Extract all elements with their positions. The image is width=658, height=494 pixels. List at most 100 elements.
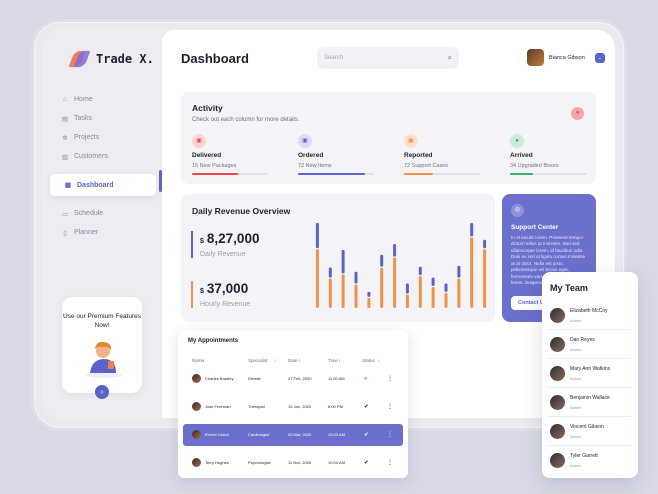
avatar [192, 430, 201, 439]
member-role: Admin [570, 318, 582, 323]
search-icon[interactable]: ⌕ [447, 53, 452, 62]
bar-hourly-3 [354, 284, 358, 308]
bar-hourly-0 [315, 249, 319, 308]
team-member[interactable]: Benjamin Wallace Admin [548, 389, 632, 417]
sidebar-nav: ⌂ Home ▤ Tasks ✲ Projects ▥ Customers ▦ Dashboard… [42, 90, 162, 242]
stat-progress-track [298, 173, 374, 175]
table-row[interactable]: Charles Bradley Dentist 27 Feb, 2020 11:00 … [183, 368, 403, 390]
avatar [550, 337, 565, 352]
brand-name: Trade X. [96, 52, 154, 66]
sidebar-item-label: Dashboard [77, 181, 114, 189]
more-options-icon[interactable]: ⋮ [387, 432, 393, 438]
member-name: Mary Ann Watkins [570, 366, 611, 372]
cell-date: 27 Feb, 2020 [288, 376, 312, 381]
team-member[interactable]: Tyler Garrett Admin [548, 447, 632, 475]
chevron-down-icon[interactable]: ⌄ [594, 52, 605, 63]
team-member[interactable]: Elizabeth McCoy Admin [548, 302, 632, 330]
promo-text: Use our Premium Features Now! [62, 313, 142, 329]
stat-value: 34 Upgraded Boxes [510, 163, 559, 169]
sidebar-item-label: Tasks [74, 115, 92, 122]
avatar [550, 453, 565, 468]
cell-time: 8:00 PM [328, 404, 343, 409]
activity-card: Activity Check out each column for more … [181, 92, 596, 184]
more-options-icon[interactable]: ⋮ [387, 404, 393, 410]
revenue-bar-chart [315, 223, 487, 308]
sidebar: Trade X. ⌂ Home ▤ Tasks ✲ Projects ▥ Customers ▦… [42, 30, 162, 418]
sidebar-item-customers[interactable]: ▥ Customers [42, 147, 162, 166]
stat-progress-fill [298, 173, 365, 175]
member-role: Admin [570, 463, 582, 468]
bar-daily-6 [393, 244, 397, 257]
cell-time: 10:00 AM [328, 460, 345, 465]
cell-date: 15 Jan, 2020 [288, 404, 312, 409]
stat-value: 15 New Packages [192, 163, 237, 169]
bar-daily-12 [470, 223, 474, 237]
activity-subtitle: Check out each column for more details. [192, 117, 300, 123]
table-row[interactable]: Emma Carrol Cardiologist 20 Mar, 2020 12:00… [183, 424, 403, 446]
sort-icon[interactable]: ↕ [274, 358, 277, 363]
sort-icon[interactable]: ↕ [338, 358, 341, 363]
leaf-logo-icon [68, 47, 91, 71]
sidebar-item-label: Schedule [74, 210, 104, 217]
sidebar-item-planner[interactable]: ▯ Planner [42, 223, 162, 242]
brand-logo[interactable]: Trade X. [68, 47, 154, 71]
column-header-name[interactable]: Name [192, 358, 205, 363]
team-member[interactable]: Mary Ann Watkins Admin [548, 360, 632, 388]
stat-delivered[interactable]: ▣ Delivered 15 New Packages [192, 134, 272, 175]
check-icon: ✔ [364, 432, 369, 438]
column-header-status[interactable]: Status [362, 358, 375, 363]
planner-icon: ▯ [63, 229, 67, 237]
pending-status-icon: ● [364, 376, 368, 382]
search-input[interactable]: Search ⌕ [317, 47, 459, 69]
sort-icon[interactable]: ↕ [377, 358, 380, 363]
column-header-specialist[interactable]: Specialist [248, 358, 268, 363]
avatar [192, 402, 201, 411]
bar-hourly-8 [418, 276, 422, 308]
sidebar-item-schedule[interactable]: ▭ Schedule [42, 204, 162, 223]
sort-icon[interactable]: ↕ [298, 358, 301, 363]
stat-ordered[interactable]: ▣ Ordered 72 New Items [298, 134, 378, 175]
stat-label: Ordered [298, 152, 324, 159]
stat-reported[interactable]: ▣ Reported 72 Support Cases [404, 134, 484, 175]
cell-name: Jose Freeman [205, 404, 231, 409]
currency-symbol: $ [200, 238, 204, 245]
column-header-time[interactable]: Time [328, 358, 338, 363]
table-row[interactable]: Jose Freeman Therapist 15 Jan, 2020 8:00 PM… [183, 396, 403, 418]
cell-specialist: Dentist [248, 376, 261, 381]
appointments-title: My Appointments [188, 338, 239, 344]
more-options-icon[interactable]: ⋮ [387, 376, 393, 382]
bar-daily-3 [354, 271, 358, 284]
bar-hourly-11 [457, 278, 461, 308]
stat-arrived[interactable]: ● Arrived 34 Upgraded Boxes [510, 134, 590, 175]
sidebar-item-projects[interactable]: ✲ Projects [42, 128, 162, 147]
sort-icon[interactable]: ↕ [202, 358, 205, 363]
member-role: Admin [570, 434, 582, 439]
bar-daily-1 [328, 267, 332, 278]
location-pin-icon[interactable]: ● [571, 107, 584, 120]
user-menu[interactable]: Bianca Gibson ⌄ [527, 49, 605, 66]
promo-arrow-button[interactable]: › [95, 385, 109, 399]
stat-icon: ▣ [404, 134, 418, 148]
sidebar-item-home[interactable]: ⌂ Home [42, 90, 162, 109]
table-row[interactable]: Terry Hughes Psychologist 11 Nov, 2020 10:0… [183, 452, 403, 474]
stat-progress-track [192, 173, 268, 175]
column-header-date[interactable]: Date [288, 358, 298, 363]
sidebar-item-tasks[interactable]: ▤ Tasks [42, 109, 162, 128]
page-title: Dashboard [181, 51, 249, 66]
avatar [550, 424, 565, 439]
sidebar-item-label: Home [74, 96, 93, 103]
more-options-icon[interactable]: ⋮ [387, 460, 393, 466]
team-member[interactable]: Dan Reyes Admin [548, 331, 632, 359]
member-name: Dan Reyes [570, 337, 595, 343]
bar-hourly-5 [380, 267, 384, 308]
user-name: Bianca Gibson [549, 54, 585, 61]
activity-title: Activity [192, 103, 223, 113]
stat-label: Arrived [510, 152, 533, 159]
team-member[interactable]: Vincent Gibson Admin [548, 418, 632, 446]
bar-daily-10 [444, 283, 448, 292]
bar-daily-4 [367, 291, 371, 297]
cell-name: Emma Carrol [205, 432, 229, 437]
sidebar-item-dashboard[interactable]: ▦ Dashboard [50, 174, 156, 196]
stat-icon: ● [510, 134, 524, 148]
app-screen: Trade X. ⌂ Home ▤ Tasks ✲ Projects ▥ Customers ▦… [42, 30, 615, 418]
